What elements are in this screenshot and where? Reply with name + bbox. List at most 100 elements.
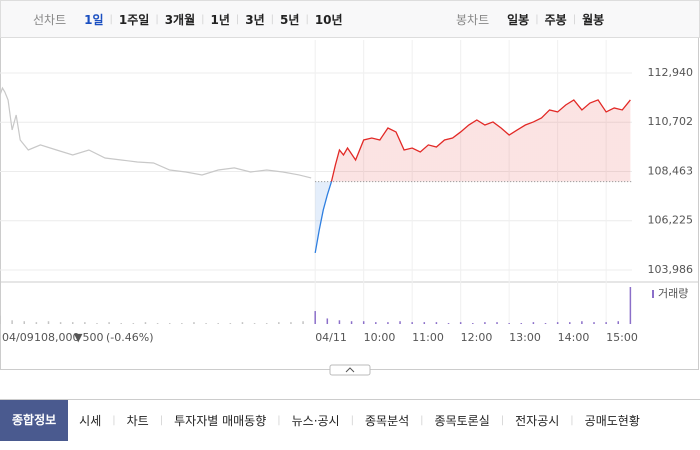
status-price: 108,000 [34, 331, 80, 344]
nav-tab[interactable]: 투자자별 매매동향 [174, 414, 267, 428]
volume-legend-swatch [652, 290, 654, 298]
button-box [329, 364, 371, 376]
volume-bar [375, 322, 377, 324]
volume-bar [11, 320, 13, 324]
separator: | [350, 415, 354, 426]
separator: | [155, 13, 159, 25]
separator: | [572, 13, 577, 25]
y-tick-label: 108,463 [648, 164, 694, 177]
status-date: 04/09 [2, 331, 34, 344]
separator: | [305, 13, 309, 25]
nav-tab[interactable]: 차트 [126, 414, 149, 428]
volume-bar [290, 322, 292, 324]
candle-tab[interactable]: 월봉 [582, 12, 605, 27]
y-tick-label: 112,940 [648, 66, 694, 79]
y-tick-label: 110,702 [648, 115, 694, 128]
y-tick-label: 103,986 [648, 263, 694, 276]
volume-bar [605, 322, 607, 324]
volume-bar [120, 323, 122, 324]
volume-bar [459, 322, 462, 324]
x-tick-label: 15:00 [606, 331, 638, 344]
candle-tab[interactable]: 주봉 [544, 12, 567, 27]
y-tick-label: 106,225 [648, 214, 694, 227]
separator: | [201, 13, 205, 25]
volume-bar [629, 287, 632, 324]
volume-bar [302, 321, 304, 324]
candle-tab[interactable]: 일봉 [507, 12, 530, 27]
volume-bar [47, 321, 50, 324]
expand-button[interactable] [329, 364, 371, 376]
chart-tab-bar: 선차트 1일 | 1주일 | 3개월 | 1년 | 3년 | 5년 | 10년 봉차트 일봉 | 주봉 | 월봉 [0, 0, 700, 38]
period-tab[interactable]: 3년 [245, 12, 265, 27]
candle-chart-tabs: 봉차트 일봉 | 주봉 | 월봉 [456, 11, 610, 28]
period-tab[interactable]: 5년 [280, 12, 300, 27]
volume-bar [278, 322, 280, 324]
x-tick-label: 12:00 [461, 331, 493, 344]
period-tab[interactable]: 1일 [84, 12, 104, 27]
volume-bar [156, 323, 159, 324]
x-tick-label: 13:00 [509, 331, 541, 344]
period-tab[interactable]: 3개월 [164, 12, 196, 27]
volume-bar [84, 322, 86, 324]
volume-bar [314, 311, 316, 324]
status-pct: (-0.46%) [106, 331, 154, 344]
volume-bar [193, 322, 195, 324]
nav-tab[interactable]: 공매도현황 [584, 414, 640, 428]
nav-tab[interactable]: 종목토론실 [434, 414, 490, 428]
separator: | [535, 13, 539, 25]
volume-bar [23, 321, 25, 324]
volume-bar [520, 323, 523, 324]
volume-bar [205, 323, 207, 324]
volume-bar [241, 322, 244, 324]
volume-bar [362, 321, 365, 324]
separator: | [112, 415, 116, 426]
volume-bar [496, 322, 498, 324]
line-chart-tabs: 선차트 1일 | 1주일 | 3개월 | 1년 | 3년 | 5년 | 10년 [33, 11, 349, 28]
volume-bar [581, 321, 583, 324]
volume-bar [569, 322, 571, 324]
bottom-nav: 종합정보 시세 | 차트 | 투자자별 매매동향 | 뉴스·공시 | 종목분석 | 종목토론실 | 전자공… [0, 399, 700, 441]
volume-bar [593, 322, 595, 324]
nav-tab[interactable]: 뉴스·공시 [291, 414, 340, 428]
volume-bar [108, 322, 110, 324]
price-area [315, 99, 631, 253]
volume-bar [508, 323, 510, 324]
volume-bar [447, 323, 450, 324]
volume-bar [411, 322, 413, 324]
volume-bar [472, 323, 474, 324]
volume-bar [423, 322, 426, 324]
volume-legend-label: 거래량 [658, 287, 688, 300]
separator: | [277, 415, 281, 426]
chart: 103,986 106,225 108,463 110,702 112,940 04/11… [0, 0, 699, 376]
volume-bar [253, 323, 256, 324]
volume-bar [35, 322, 38, 324]
volume-bar [144, 322, 147, 324]
x-tick-label: 04/11 [315, 331, 347, 344]
volume-bar [338, 320, 341, 324]
tab-group-label: 봉차트 [456, 12, 490, 27]
volume-bar [71, 322, 74, 324]
status-change: ▼500 [74, 331, 103, 344]
separator: | [570, 415, 574, 426]
volume-bar [96, 323, 98, 324]
volume-bar [168, 323, 171, 324]
volume-bar [617, 321, 620, 324]
nav-tab[interactable]: 종목분석 [364, 414, 410, 428]
volume-bar [435, 322, 438, 324]
volume-bar [484, 322, 486, 324]
volume-bar [544, 323, 547, 324]
x-tick-label: 11:00 [412, 331, 444, 344]
nav-tab[interactable]: 전자공시 [515, 414, 560, 428]
volume-bar [399, 321, 401, 324]
period-tab[interactable]: 1주일 [118, 12, 150, 27]
period-tab[interactable]: 10년 [314, 12, 343, 27]
separator: | [159, 415, 164, 426]
nav-tab[interactable]: 종합정보 [0, 400, 69, 441]
separator: | [270, 13, 275, 25]
chart-frame [0, 0, 699, 370]
button-icon [345, 367, 355, 373]
nav-tab[interactable]: 시세 [79, 414, 102, 428]
period-tab[interactable]: 1년 [210, 12, 230, 27]
volume-bar [229, 323, 232, 324]
x-tick-label: 14:00 [558, 331, 590, 344]
